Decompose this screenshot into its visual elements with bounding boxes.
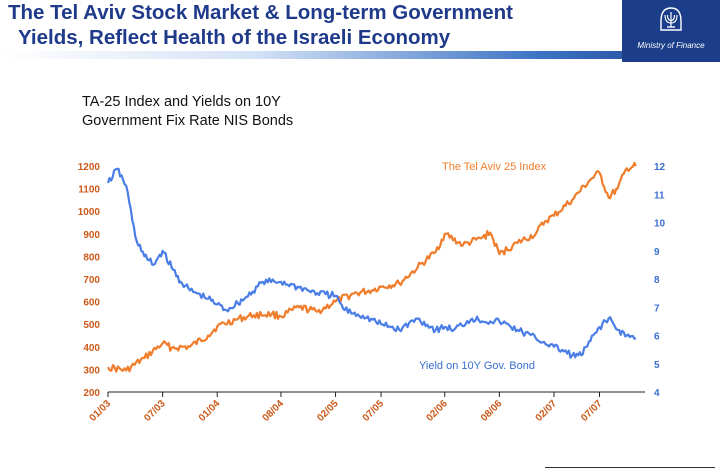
page-title: The Tel Aviv Stock Market & Long-term Go… xyxy=(8,0,648,50)
x-tick-label: 08/04 xyxy=(261,398,287,424)
chart-title-line-1: TA-25 Index and Yields on 10Y xyxy=(82,94,281,110)
page-title-line-2: Yields, Reflect Health of the Israeli Ec… xyxy=(18,26,451,49)
left-tick-label: 800 xyxy=(83,252,100,263)
right-axis: 4 5 6 7 8 9 10 11 12 xyxy=(654,162,666,399)
page-title-line-1: The Tel Aviv Stock Market & Long-term Go… xyxy=(8,1,514,24)
right-tick-label: 4 xyxy=(654,388,660,399)
left-tick-label: 900 xyxy=(83,230,100,241)
left-tick-label: 400 xyxy=(83,343,100,354)
series-layer xyxy=(106,161,637,373)
x-tick-label: 07/07 xyxy=(579,398,605,424)
left-axis: 200 300 400 500 600 700 800 900 1000 1100 1200 xyxy=(78,162,101,399)
left-tick-label: 1200 xyxy=(78,162,101,173)
x-tick-label: 02/07 xyxy=(534,398,560,424)
header-banner xyxy=(0,51,720,59)
left-tick-label: 500 xyxy=(83,320,100,331)
right-tick-label: 8 xyxy=(654,275,660,286)
left-tick-label: 700 xyxy=(83,275,100,286)
left-tick-label: 1100 xyxy=(78,185,100,196)
footer-divider xyxy=(545,467,715,468)
annotation-layer: The Tel Aviv 25 Index Yield on 10Y Gov. B… xyxy=(419,161,547,372)
right-tick-label: 7 xyxy=(654,303,660,314)
right-tick-label: 9 xyxy=(654,247,660,258)
chart-title: TA-25 Index and Yields on 10Y Government… xyxy=(82,93,293,131)
x-tick-label: 07/03 xyxy=(142,398,168,424)
x-tick-label: 02/06 xyxy=(424,398,450,424)
series-line-ta25 xyxy=(107,161,637,373)
ministry-name: Ministry of Finance xyxy=(637,41,705,50)
left-tick-label: 200 xyxy=(83,388,100,399)
chart-title-line-2: Government Fix Rate NIS Bonds xyxy=(82,113,294,129)
right-tick-label: 11 xyxy=(654,190,665,201)
right-tick-label: 6 xyxy=(654,332,660,343)
annotation-ta25: The Tel Aviv 25 Index xyxy=(442,161,547,173)
x-tick-label: 08/06 xyxy=(479,398,505,424)
right-tick-label: 12 xyxy=(654,162,666,173)
x-tick-label: 02/05 xyxy=(315,398,341,424)
ministry-logo: Ministry of Finance xyxy=(622,0,720,62)
x-axis: 01/03 07/03 01/04 08/04 02/05 07/05 02/06 08/06… xyxy=(88,391,645,424)
left-tick-label: 300 xyxy=(83,365,100,376)
left-tick-label: 600 xyxy=(83,298,100,309)
x-tick-label: 01/04 xyxy=(197,398,223,424)
left-tick-label: 1000 xyxy=(78,207,101,218)
right-tick-label: 10 xyxy=(654,219,666,230)
x-tick-label: 07/05 xyxy=(361,398,387,424)
x-tick-label: 01/03 xyxy=(88,398,114,424)
menorah-emblem-icon xyxy=(660,7,682,31)
right-tick-label: 5 xyxy=(654,360,660,371)
annotation-yield: Yield on 10Y Gov. Bond xyxy=(419,360,535,372)
series-line-yield xyxy=(106,167,637,359)
